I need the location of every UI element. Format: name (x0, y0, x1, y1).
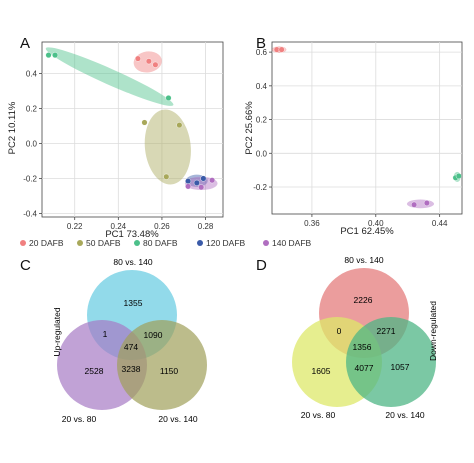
grid-b (272, 42, 462, 214)
venn-c-side-label: Up-regulated (52, 307, 62, 356)
venn-c-circle-right (117, 320, 207, 410)
point-50-dafb-a (141, 119, 148, 126)
ellipse-140-dafb-b (406, 199, 435, 209)
y-axis-label-a: PC2 10.11% (7, 101, 18, 154)
venn-d-side-label: Down-regulated (428, 301, 438, 361)
venn-c-count-left-right: 3238 (122, 364, 141, 374)
grid-a (42, 42, 223, 217)
y-tick-label-a: 0.0 (26, 140, 38, 149)
panel-label-d: D (256, 257, 267, 274)
point-20-dafb-a (134, 55, 141, 62)
points-b (273, 46, 462, 208)
point-140-dafb-b (411, 201, 418, 208)
venn-diagram-c: 80 vs. 140 20 vs. 80 20 vs. 140 Up-regul… (52, 257, 207, 424)
legend-marker-80-dafb (134, 240, 140, 246)
y-tick-label-b: 0.6 (256, 48, 268, 57)
venn-d-count-center: 1356 (353, 342, 372, 352)
point-120-dafb-a (185, 178, 192, 185)
point-50-dafb-a (176, 122, 183, 129)
x-ticks-b: 0.36 0.40 0.44 (304, 214, 448, 228)
y-ticks-a: -0.4 -0.2 0.0 0.2 0.4 (23, 70, 42, 219)
x-tick-label-b: 0.44 (432, 219, 448, 228)
venn-c-count-top-left: 1 (103, 329, 108, 339)
plot-frame-a (41, 41, 224, 218)
point-140-dafb-a (198, 184, 205, 191)
y-tick-label-b: 0.4 (256, 82, 268, 91)
venn-d-left-label: 20 vs. 80 (301, 410, 336, 420)
y-tick-label-a: -0.4 (23, 210, 37, 219)
point-140-dafb-a (185, 183, 192, 190)
venn-d-top-label: 80 vs. 140 (344, 255, 383, 265)
point-80-dafb-a (52, 52, 59, 59)
point-140-dafb-a (209, 177, 216, 184)
legend-label-140-dafb: 140 DAFB (272, 238, 312, 248)
panel-label-c: C (20, 257, 31, 274)
points-a (45, 52, 216, 191)
venn-c-count-right-only: 1150 (160, 366, 179, 376)
venn-d-right-label: 20 vs. 140 (385, 410, 424, 420)
x-axis-label-b: PC1 62.45% (340, 226, 394, 237)
venn-d-count-right-only: 1057 (391, 362, 410, 372)
venn-c-left-label: 20 vs. 80 (62, 414, 97, 424)
venn-d-count-left-only: 1605 (312, 366, 331, 376)
ellipse-80-dafb-a (45, 47, 174, 106)
legend-label-80-dafb: 80 DAFB (143, 238, 178, 248)
x-ticks-a: 0.22 0.24 0.26 0.28 (67, 217, 214, 231)
x-tick-label-b: 0.40 (368, 219, 384, 228)
point-20-dafb-b (278, 46, 285, 53)
panel-label-a: A (20, 35, 30, 52)
x-tick-label-a: 0.28 (198, 222, 214, 231)
venn-c-right-label: 20 vs. 140 (158, 414, 197, 424)
panel-label-b: B (256, 35, 266, 52)
venn-d-count-left-right: 4077 (355, 363, 374, 373)
venn-c-count-top-only: 1355 (124, 298, 143, 308)
point-120-dafb-a (193, 179, 200, 186)
y-tick-label-a: -0.2 (23, 175, 37, 184)
y-tick-label-b: 0.2 (256, 116, 268, 125)
venn-c-count-top-right: 1090 (144, 330, 163, 340)
y-tick-label-b: 0.0 (256, 149, 268, 158)
point-20-dafb-a (145, 58, 152, 65)
point-80-dafb-a (45, 52, 52, 59)
point-140-dafb-b (423, 200, 430, 207)
x-tick-label-a: 0.26 (154, 222, 170, 231)
ellipse-50-dafb-a (144, 109, 191, 185)
legend-marker-120-dafb (197, 240, 203, 246)
point-120-dafb-a (200, 175, 207, 182)
venn-diagram-d: 80 vs. 140 20 vs. 80 20 vs. 140 Down-reg… (292, 255, 438, 420)
legend-marker-50-dafb (77, 240, 83, 246)
legend-label-20-dafb: 20 DAFB (29, 238, 64, 248)
venn-d-circle-right (346, 317, 436, 407)
y-tick-label-b: -0.2 (253, 183, 267, 192)
x-tick-label-b: 0.36 (304, 219, 320, 228)
plot-frame-b (271, 41, 463, 215)
y-axis-label-b: PC2 25.66% (244, 101, 255, 155)
y-tick-label-a: 0.2 (26, 105, 38, 114)
legend-marker-20-dafb (20, 240, 26, 246)
point-80-dafb-a (165, 94, 172, 101)
legend-label-50-dafb: 50 DAFB (86, 238, 121, 248)
pca-plot-a: 0.22 0.24 0.26 0.28 -0.4 -0.2 0.0 0.2 0.4 PC1 7… (7, 41, 224, 240)
legend-label-120-dafb: 120 DAFB (206, 238, 246, 248)
y-ticks-b: -0.2 0.0 0.2 0.4 0.6 (253, 48, 272, 192)
x-axis-label-a: PC1 73.48% (105, 229, 159, 240)
x-tick-label-a: 0.24 (111, 222, 127, 231)
point-50-dafb-a (163, 173, 170, 180)
pca-plot-b: 0.36 0.40 0.44 -0.2 0.0 0.2 0.4 0.6 PC1 62.45%… (244, 41, 463, 237)
point-20-dafb-a (152, 61, 159, 68)
x-tick-label-a: 0.22 (67, 222, 83, 231)
legend-marker-140-dafb (263, 240, 269, 246)
venn-d-count-top-only: 2226 (354, 295, 373, 305)
venn-d-count-top-right: 2271 (377, 326, 396, 336)
point-80-dafb-b (455, 173, 462, 180)
y-tick-label-a: 0.4 (26, 70, 38, 79)
venn-d-count-top-left: 0 (337, 326, 342, 336)
legend: 20 DAFB 50 DAFB 80 DAFB 120 DAFB 140 DAFB (20, 238, 312, 248)
venn-c-top-label: 80 vs. 140 (113, 257, 152, 267)
venn-c-count-center: 474 (124, 342, 138, 352)
venn-c-count-left-only: 2528 (85, 366, 104, 376)
